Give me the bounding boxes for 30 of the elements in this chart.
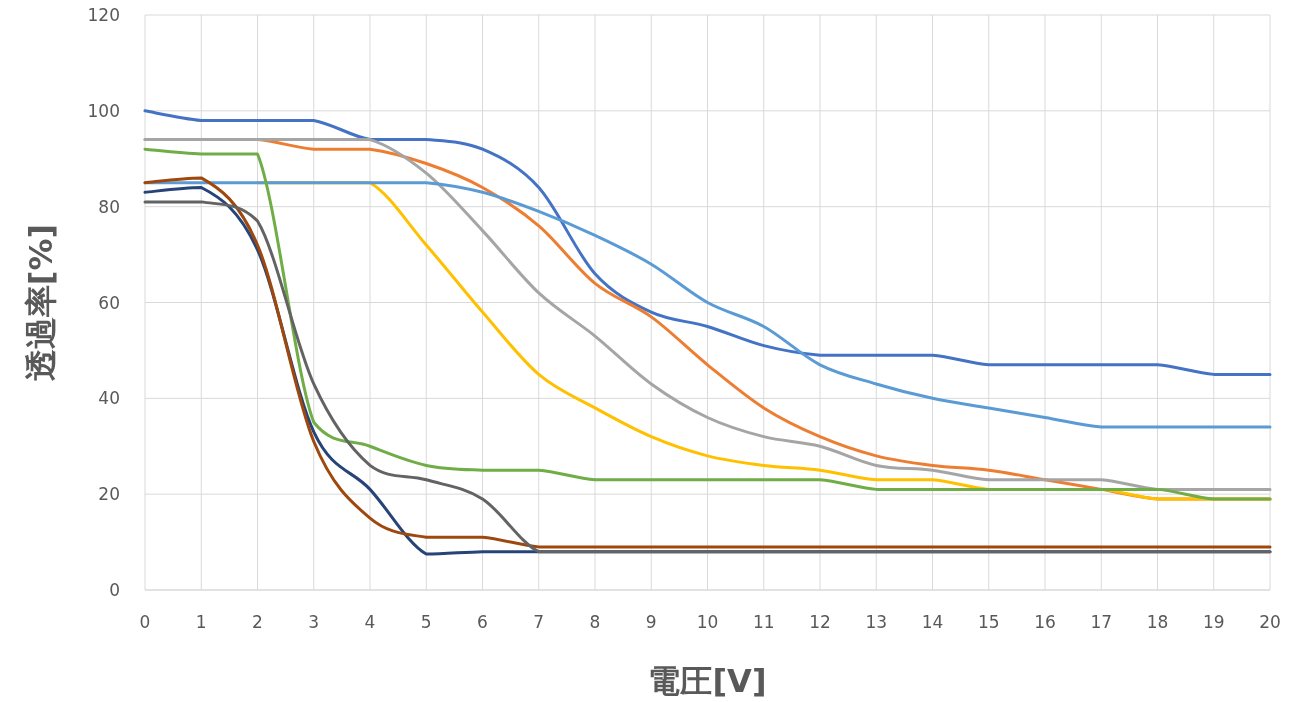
y-tick-label: 120	[87, 5, 120, 25]
x-tick-label: 15	[977, 612, 1000, 632]
y-tick-label: 100	[87, 100, 120, 121]
y-tick-label: 80	[98, 196, 120, 217]
x-tick-label: 20	[1259, 612, 1281, 632]
x-tick-label: 18	[1146, 612, 1169, 632]
x-tick-label: 5	[420, 612, 432, 632]
x-tick-label: 17	[1090, 612, 1113, 632]
x-tick-label: 2	[252, 612, 263, 632]
y-axis-title: 透過率[%]	[22, 223, 60, 382]
y-tick-label: 60	[98, 292, 120, 313]
x-tick-label: 0	[139, 612, 151, 632]
x-axis-title: 電圧[V]	[648, 662, 767, 700]
y-tick-label: 40	[98, 388, 120, 409]
x-tick-label: 4	[364, 612, 376, 632]
x-tick-label: 6	[477, 612, 488, 632]
x-tick-label: 8	[589, 612, 601, 632]
y-tick-label: 20	[98, 484, 120, 505]
x-tick-label: 13	[865, 612, 888, 632]
x-tick-label: 14	[921, 612, 944, 632]
x-tick-label: 3	[308, 612, 320, 632]
x-tick-label: 19	[1202, 612, 1225, 632]
x-tick-label: 11	[752, 612, 775, 632]
x-tick-label: 12	[809, 612, 831, 632]
x-tick-label: 16	[1034, 612, 1056, 632]
y-tick-label: 0	[109, 580, 120, 600]
x-tick-label: 9	[645, 612, 657, 632]
x-tick-label: 10	[696, 612, 719, 632]
x-tick-label: 1	[195, 612, 207, 632]
x-tick-label: 7	[533, 612, 545, 632]
